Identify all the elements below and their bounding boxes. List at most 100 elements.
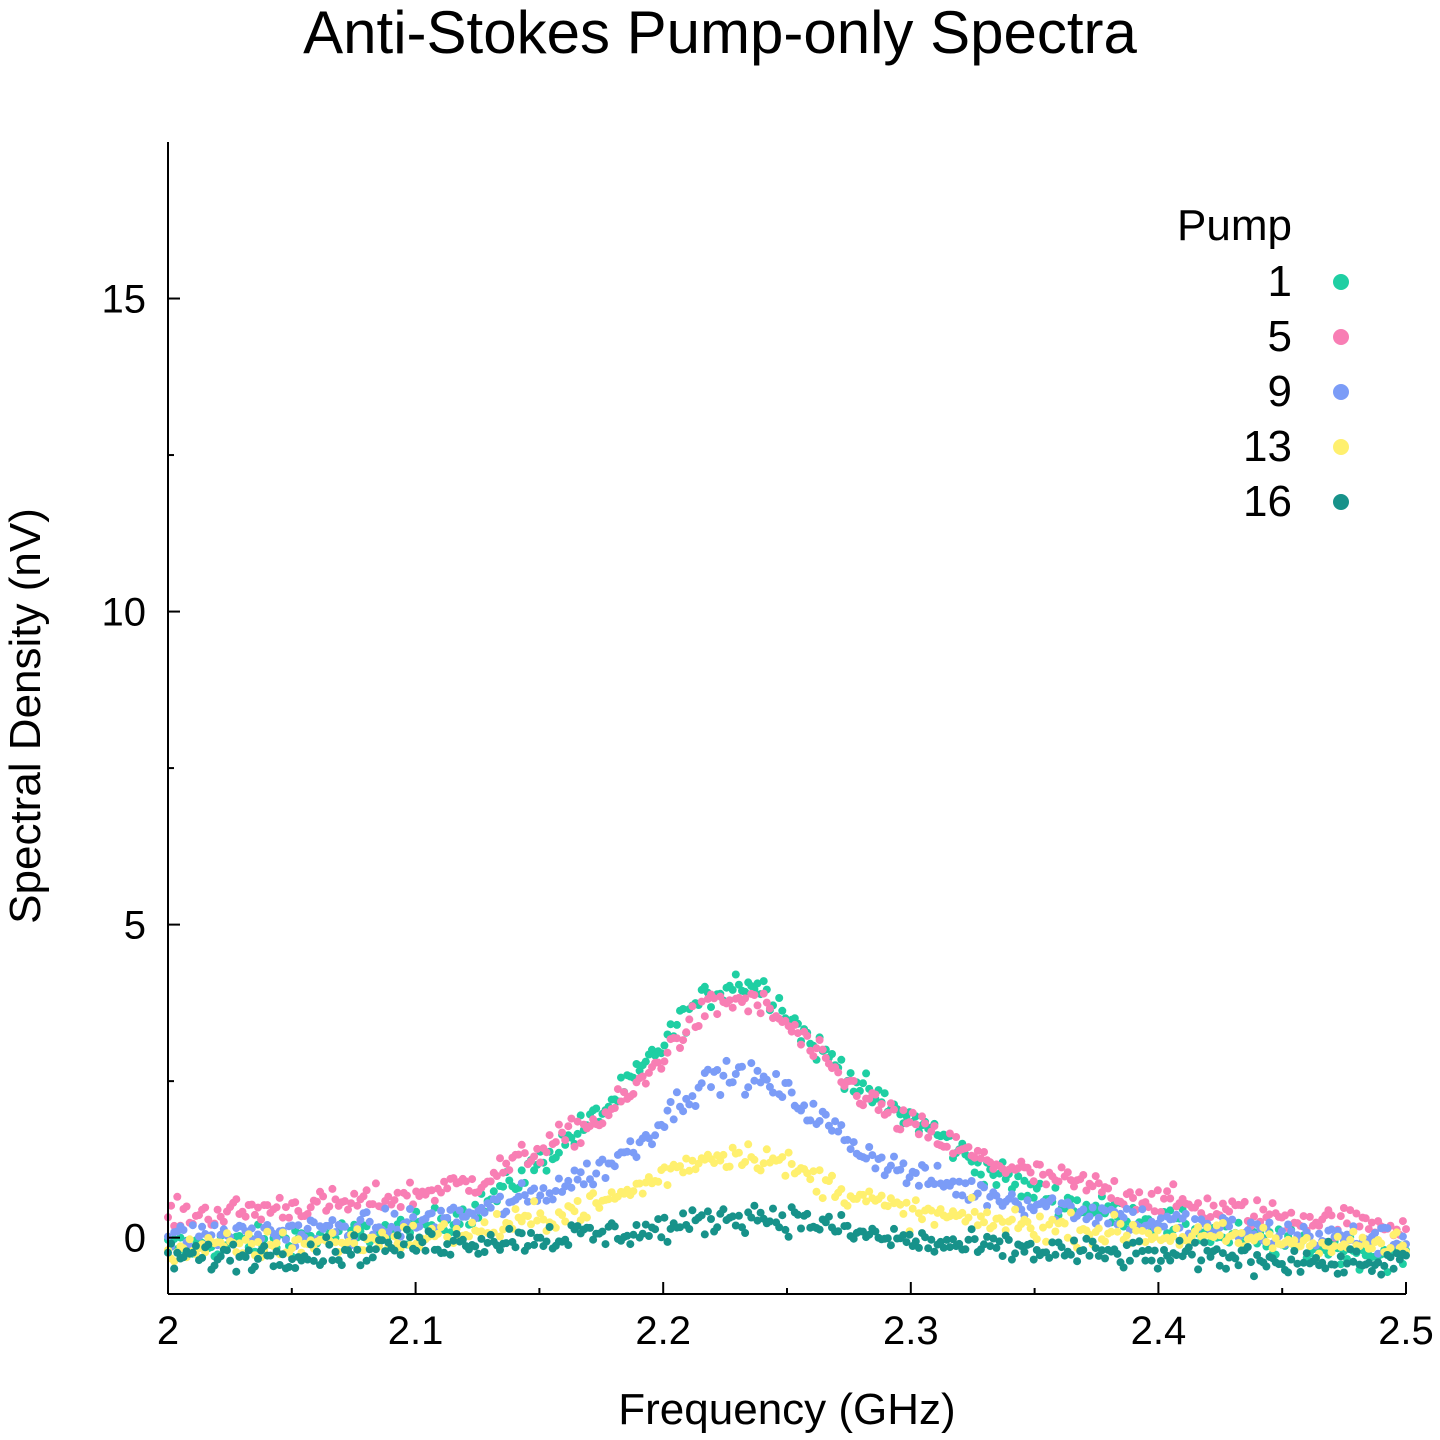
point-series-5	[1147, 1189, 1156, 1198]
point-series-16	[322, 1233, 331, 1242]
point-series-13	[511, 1205, 520, 1214]
x-tick-label: 2.4	[1131, 1309, 1187, 1353]
point-series-13	[533, 1216, 542, 1225]
point-series-16	[797, 1224, 805, 1233]
point-series-13	[607, 1188, 616, 1197]
point-series-16	[216, 1252, 225, 1261]
point-series-1	[880, 1089, 889, 1098]
point-series-9	[1138, 1205, 1147, 1214]
point-series-16	[697, 1211, 706, 1220]
point-series-9	[1088, 1203, 1097, 1212]
legend-label-1: 1	[1268, 257, 1292, 306]
point-series-5	[1014, 1164, 1023, 1173]
point-series-16	[949, 1235, 957, 1244]
point-series-16	[480, 1248, 489, 1256]
point-series-16	[1389, 1264, 1398, 1273]
point-series-9	[831, 1117, 840, 1126]
point-series-9	[1172, 1210, 1181, 1219]
point-series-9	[955, 1177, 964, 1186]
point-series-5	[728, 1003, 737, 1012]
point-series-13	[350, 1239, 359, 1248]
point-series-5	[905, 1118, 914, 1127]
point-series-9	[1007, 1190, 1016, 1199]
point-series-16	[945, 1243, 954, 1252]
point-series-16	[626, 1240, 635, 1249]
point-series-16	[486, 1230, 495, 1239]
point-series-16	[1290, 1247, 1299, 1255]
point-series-16	[676, 1223, 684, 1232]
point-series-5	[312, 1197, 321, 1206]
point-series-9	[921, 1163, 930, 1172]
point-series-16	[331, 1247, 340, 1256]
point-series-13	[958, 1208, 967, 1217]
point-series-13	[787, 1160, 796, 1168]
point-series-1	[1383, 1268, 1392, 1277]
point-series-16	[1129, 1238, 1137, 1247]
point-series-5	[945, 1129, 954, 1138]
point-series-16	[679, 1209, 688, 1218]
point-series-9	[769, 1088, 777, 1097]
point-series-9	[896, 1165, 905, 1174]
point-series-1	[734, 980, 743, 989]
point-series-13	[1122, 1231, 1131, 1240]
point-series-5	[949, 1149, 957, 1158]
point-series-5	[1094, 1179, 1103, 1188]
point-series-5	[331, 1195, 340, 1204]
point-series-16	[1312, 1254, 1320, 1262]
point-series-9	[691, 1102, 700, 1110]
point-series-16	[1296, 1267, 1305, 1276]
point-series-5	[201, 1203, 210, 1212]
point-series-13	[530, 1197, 539, 1206]
point-series-16	[905, 1230, 914, 1239]
point-series-16	[970, 1235, 979, 1244]
point-series-13	[523, 1212, 532, 1221]
point-series-9	[1160, 1222, 1168, 1231]
point-series-16	[1187, 1250, 1196, 1259]
point-series-13	[1265, 1230, 1274, 1239]
point-series-5	[1057, 1163, 1066, 1172]
point-series-5	[406, 1178, 414, 1187]
point-series-5	[803, 1031, 812, 1040]
point-series-16	[1336, 1252, 1345, 1261]
point-series-13	[1039, 1223, 1047, 1232]
point-series-16	[703, 1207, 712, 1216]
point-series-5	[1240, 1197, 1249, 1206]
point-series-5	[359, 1192, 368, 1201]
point-series-9	[1246, 1218, 1255, 1227]
point-series-5	[790, 1020, 799, 1029]
point-series-13	[589, 1189, 598, 1198]
point-series-5	[1070, 1182, 1078, 1191]
point-series-9	[731, 1070, 740, 1078]
point-series-5	[753, 1001, 762, 1010]
point-series-13	[1346, 1235, 1355, 1244]
point-series-16	[902, 1238, 911, 1247]
point-series-1	[1166, 1206, 1175, 1215]
point-series-13	[756, 1166, 765, 1175]
point-series-1	[567, 1133, 576, 1142]
point-series-16	[306, 1240, 315, 1249]
point-series-9	[598, 1155, 607, 1164]
point-series-13	[561, 1217, 570, 1226]
point-series-9	[787, 1088, 796, 1097]
point-series-9	[1265, 1218, 1274, 1227]
point-series-13	[294, 1235, 303, 1244]
point-series-5	[586, 1122, 594, 1131]
point-series-13	[1110, 1210, 1119, 1219]
point-series-5	[393, 1188, 402, 1197]
point-series-9	[1228, 1215, 1237, 1224]
point-series-16	[750, 1201, 759, 1210]
point-series-9	[1023, 1196, 1032, 1205]
point-series-9	[536, 1191, 545, 1200]
point-series-9	[949, 1177, 957, 1186]
point-series-9	[1191, 1215, 1199, 1224]
point-series-9	[967, 1177, 976, 1185]
y-axis-label: Spectral Density (nV)	[1, 508, 50, 924]
point-series-9	[1129, 1208, 1137, 1216]
point-series-5	[278, 1213, 287, 1222]
point-series-5	[952, 1133, 961, 1141]
point-series-5	[1327, 1211, 1336, 1220]
point-series-16	[843, 1221, 852, 1230]
point-series-16	[964, 1235, 973, 1244]
point-series-9	[623, 1147, 632, 1156]
